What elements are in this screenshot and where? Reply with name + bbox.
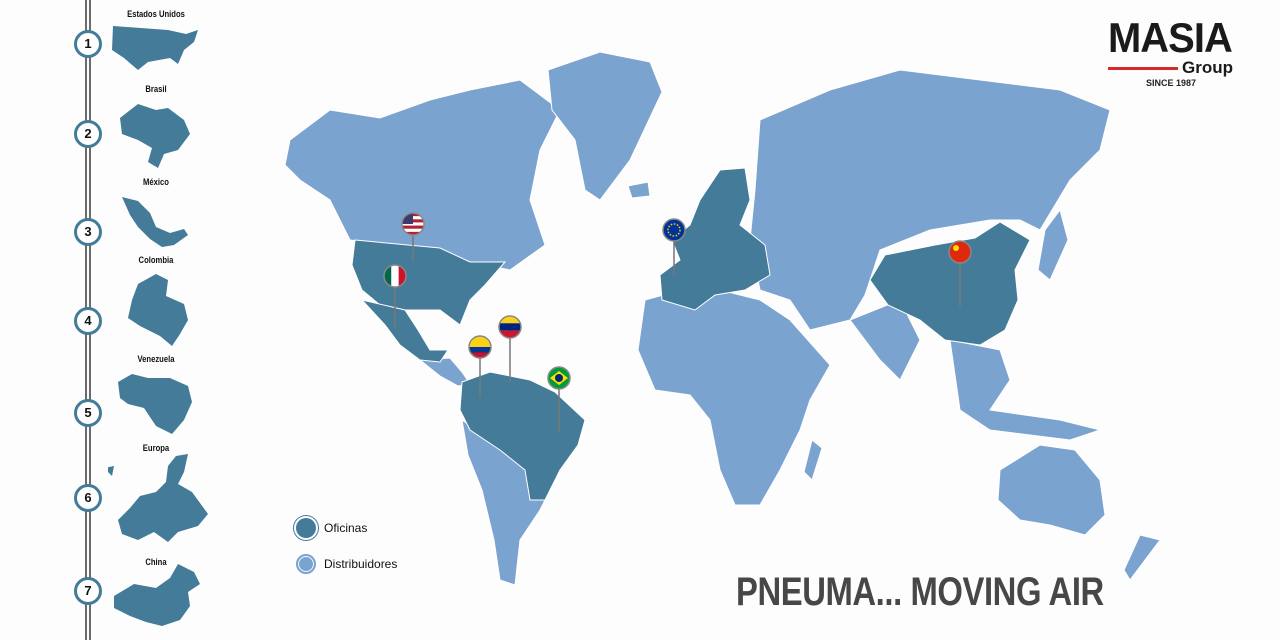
- legend-distributors: Distribuidores: [296, 554, 397, 574]
- brazil-silhouette: [120, 104, 190, 168]
- logo-name: MASIA: [1108, 14, 1233, 61]
- office-regions: [351, 167, 1031, 501]
- us-flag-icon[interactable]: [401, 212, 425, 236]
- country-label: México: [143, 177, 169, 187]
- country-label: Brasil: [145, 84, 167, 94]
- colombia-flag-icon[interactable]: [468, 335, 492, 359]
- china-flag-icon[interactable]: [948, 240, 972, 264]
- brazil-flag-icon[interactable]: [547, 366, 571, 390]
- legend-label: Oficinas: [324, 521, 368, 535]
- country-label: Europa: [142, 443, 170, 453]
- region-colombia-venezuela-brazil: [459, 371, 586, 501]
- offices-swatch: [296, 518, 316, 538]
- region-new-zealand: [1123, 534, 1161, 581]
- masia-logo: MASIA Group SINCE 1987: [1108, 14, 1248, 88]
- europe-silhouette: [108, 454, 208, 542]
- step-badge: 6: [74, 484, 102, 512]
- country-label: Estados Unidos: [127, 9, 185, 19]
- mexico-silhouette: [122, 197, 188, 247]
- china-silhouette: [114, 564, 200, 626]
- step-badge: 1: [74, 30, 102, 58]
- region-china: [869, 221, 1031, 346]
- region-asia: [749, 69, 1111, 331]
- step-badge: 7: [74, 577, 102, 605]
- region-canada-alaska: [284, 79, 561, 271]
- country-label: China: [145, 557, 167, 567]
- legend-offices: Oficinas: [296, 518, 367, 538]
- region-southeast-asia: [949, 339, 1102, 441]
- region-madagascar: [803, 439, 823, 481]
- venezuela-flag-icon[interactable]: [498, 315, 522, 339]
- legend-label: Distribuidores: [324, 557, 398, 571]
- country-label: Venezuela: [137, 354, 175, 364]
- logo-since: SINCE 1987: [1146, 78, 1197, 88]
- location-pins: [383, 212, 972, 433]
- region-japan: [1037, 208, 1069, 281]
- region-mexico: [360, 299, 449, 363]
- country-label: Colombia: [138, 255, 174, 265]
- logo-sub: Group: [1182, 58, 1233, 77]
- mexico-flag-icon[interactable]: [383, 264, 407, 288]
- region-greenland: [547, 51, 663, 201]
- region-europe: [659, 167, 771, 311]
- region-iceland: [627, 181, 651, 199]
- colombia-silhouette: [128, 274, 188, 346]
- region-africa: [637, 284, 831, 506]
- slogan: PNEUMA... MOVING AIR: [736, 570, 1104, 614]
- region-australia: [997, 444, 1106, 536]
- usa-silhouette: [112, 26, 198, 70]
- logo-red-line: [1108, 66, 1178, 70]
- step-badge: 4: [74, 307, 102, 335]
- venezuela-silhouette: [118, 374, 192, 434]
- eu-flag-icon[interactable]: [662, 218, 686, 242]
- step-badge: 2: [74, 120, 102, 148]
- step-badge: 5: [74, 399, 102, 427]
- distributor-regions: [284, 51, 1161, 586]
- distributors-swatch: [296, 554, 316, 574]
- region-usa: [351, 239, 507, 326]
- step-badge: 3: [74, 218, 102, 246]
